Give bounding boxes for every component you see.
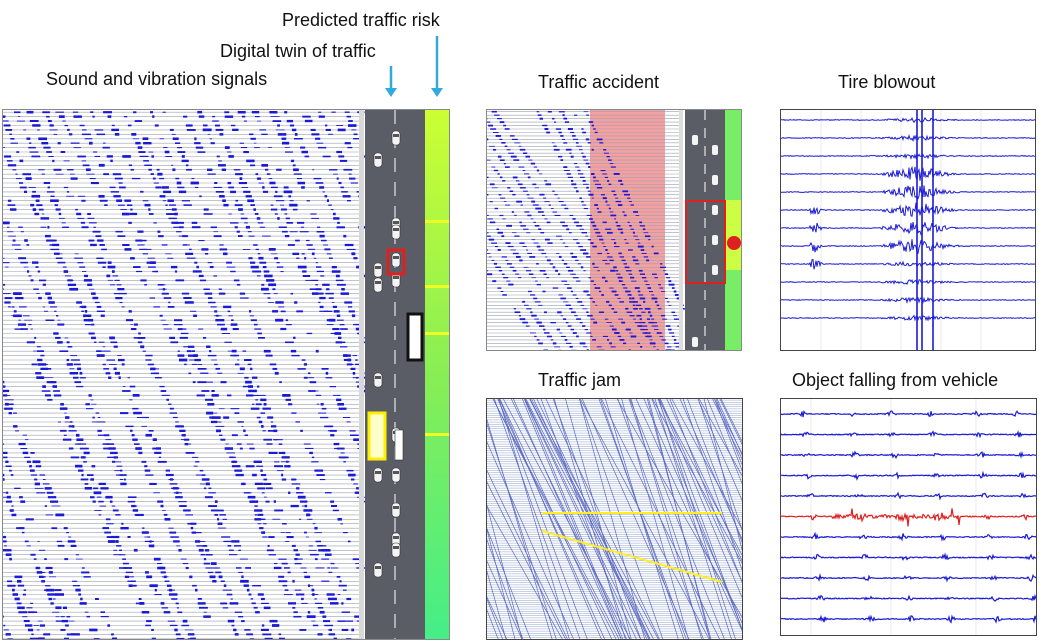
yellow-highlight-box [367,411,387,461]
waveform [781,614,1036,624]
digital-twin-arrow-icon [385,66,397,97]
waterfall-plot [3,110,449,639]
tire-blowout-plot [781,110,1035,350]
vehicle-tracks [487,110,685,350]
traffic-accident-panel [486,109,742,351]
alert-icon [727,236,741,250]
vehicle-tracks [487,399,742,639]
predicted-risk-label: Predicted traffic risk [282,10,440,30]
vehicle-icons [373,130,404,578]
waveform [781,531,1036,542]
red-highlight-box [386,248,406,276]
waveform [781,491,1036,501]
predicted-risk-arrow-icon [431,36,443,97]
divider [359,110,364,639]
traffic-jam-panel [486,398,743,640]
jam-line-diagonal [541,530,723,583]
accident-plot [487,110,741,350]
accident-highlight-box [685,200,726,284]
tire-blowout-label: Tire blowout [838,72,936,92]
waveform [781,410,1036,418]
black-highlight-box [406,312,424,362]
waveform [781,430,1036,439]
sound-vibration-panel [2,109,450,640]
sound-vibration-label: Sound and vibration signals [46,69,268,89]
traffic-jam-plot [487,399,742,639]
waveform [781,552,1036,561]
waveform [781,593,1036,602]
traffic-accident-label: Traffic accident [538,72,660,92]
object-fall-waveform [781,508,1036,527]
object-falling-panel [780,398,1037,636]
risk-bar [425,110,449,639]
waveform [781,573,1036,583]
traffic-jam-label: Traffic jam [538,370,622,390]
tire-blowout-panel [780,109,1036,351]
waveforms [781,116,1035,322]
vehicle-tracks [3,110,368,639]
digital-twin-label: Digital twin of traffic [220,41,376,61]
object-falling-plot [781,399,1036,635]
object-falling-label: Object falling from vehicle [792,370,999,390]
waveform [781,470,1036,481]
waveform [781,450,1036,459]
